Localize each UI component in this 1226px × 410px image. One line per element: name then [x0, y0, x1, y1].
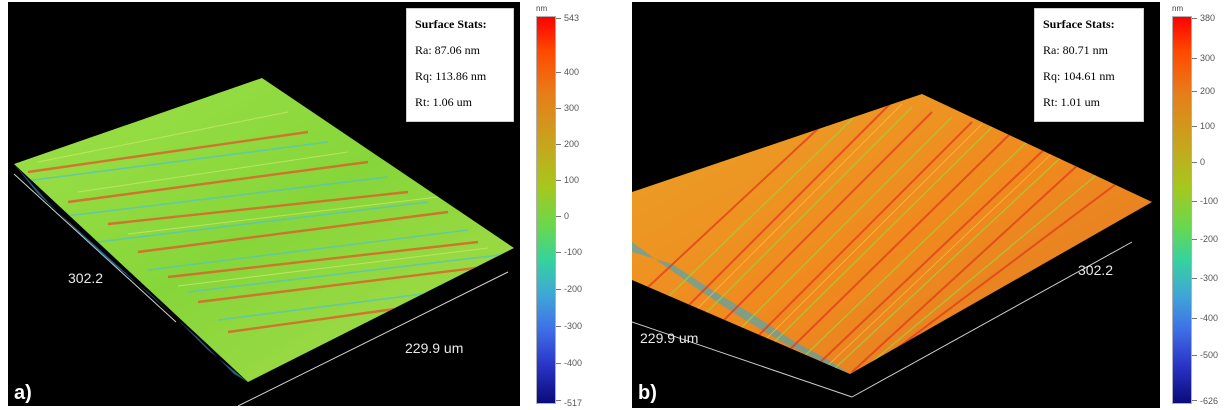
colorbar-tick: -100: [1200, 196, 1219, 206]
colorbar-tick: 200: [564, 139, 580, 149]
colorbar-tick: 200: [1200, 86, 1216, 96]
panel-label-a: a): [14, 382, 32, 404]
colorbar-tick: -100: [564, 247, 583, 257]
colorbar-tick: 0: [564, 211, 570, 221]
colorbar-tick: -200: [1200, 234, 1219, 244]
surface-stats-box-b: Surface Stats: Ra: 80.71 nm Rq: 104.61 n…: [1034, 8, 1144, 122]
colorbar-unit-a: nm: [536, 4, 548, 13]
colorbar-tick: -500: [1200, 350, 1219, 360]
panel-label-b: b): [638, 382, 657, 404]
colorbar-tick: 400: [564, 67, 580, 77]
axis-edge-right-b: [851, 241, 1133, 398]
panel-a: Surface Stats: Ra: 87.06 nm Rq: 113.86 n…: [0, 0, 594, 410]
surface-streaks-b: [632, 96, 1133, 373]
axis-edge-right-a: [237, 271, 509, 406]
colorbar-tick: -300: [1200, 273, 1219, 283]
axis-edge-left-b: [632, 321, 853, 398]
surface-render-a: [13, 78, 514, 406]
colorbar-a: nm 543 400 300 200 100 0 -100 -200 -300 …: [524, 0, 594, 410]
colorbar-tick: -200: [564, 284, 583, 294]
stat-rq: Rq: 113.86 nm: [415, 69, 487, 83]
colorbar-tick: 300: [1200, 53, 1216, 63]
colorbar-tick: 543: [564, 13, 580, 23]
colorbar-b: nm 380 300 200 100 0 -100 -200 -300 -400…: [1160, 0, 1226, 410]
colorbar-tick: -400: [1200, 313, 1219, 323]
colorbar-gradient-a: [536, 16, 556, 404]
surface-stats-title: Surface Stats:: [1043, 17, 1115, 31]
colorbar-tick: -517: [564, 398, 583, 408]
stat-ra: Ra: 87.06 nm: [415, 43, 480, 57]
axis-label-left-a: 302.2: [68, 270, 104, 286]
axis-label-right-a: 229.9 um: [405, 340, 464, 356]
colorbar-tick: 380: [1200, 13, 1216, 23]
colorbar-gradient-b: [1172, 16, 1192, 404]
colorbar-unit-b: nm: [1172, 4, 1184, 13]
surface-stats-title: Surface Stats:: [415, 17, 487, 31]
surface-edge-b: [632, 242, 850, 374]
surface-render-b: [632, 94, 1152, 398]
axis-label-right-b: 302.2: [1078, 262, 1114, 278]
colorbar-tick: 100: [1200, 121, 1216, 131]
stat-rq: Rq: 104.61 nm: [1043, 69, 1115, 83]
stat-rt: Rt: 1.06 um: [415, 95, 473, 109]
stat-rt: Rt: 1.01 um: [1043, 95, 1101, 109]
surface-a: [14, 78, 514, 382]
axis-label-left-b: 229.9 um: [640, 330, 699, 346]
colorbar-tick: 100: [564, 175, 580, 185]
surface-stats-box-a: Surface Stats: Ra: 87.06 nm Rq: 113.86 n…: [406, 8, 514, 122]
panel-b: Surface Stats: Ra: 80.71 nm Rq: 104.61 n…: [628, 0, 1226, 410]
colorbar-tick: -400: [564, 358, 583, 368]
axis-edge-left-a: [13, 173, 177, 323]
colorbar-tick: -300: [564, 321, 583, 331]
colorbar-tick: -626: [1200, 396, 1219, 406]
colorbar-tick: 300: [564, 103, 580, 113]
colorbar-tick: 0: [1200, 157, 1206, 167]
stat-ra: Ra: 80.71 nm: [1043, 43, 1108, 57]
surface-b: [632, 94, 1152, 374]
